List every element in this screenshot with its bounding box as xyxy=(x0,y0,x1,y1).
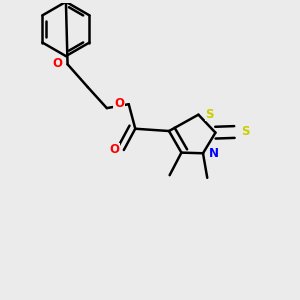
Text: O: O xyxy=(114,97,124,110)
Text: S: S xyxy=(206,107,214,121)
Text: O: O xyxy=(109,143,119,157)
Text: O: O xyxy=(52,57,62,70)
Text: S: S xyxy=(206,107,214,121)
Text: O: O xyxy=(114,97,124,110)
Text: S: S xyxy=(241,125,249,138)
Text: N: N xyxy=(208,147,218,161)
Text: N: N xyxy=(208,147,218,161)
Text: O: O xyxy=(109,143,119,157)
Text: O: O xyxy=(52,57,62,70)
Text: S: S xyxy=(241,125,249,138)
